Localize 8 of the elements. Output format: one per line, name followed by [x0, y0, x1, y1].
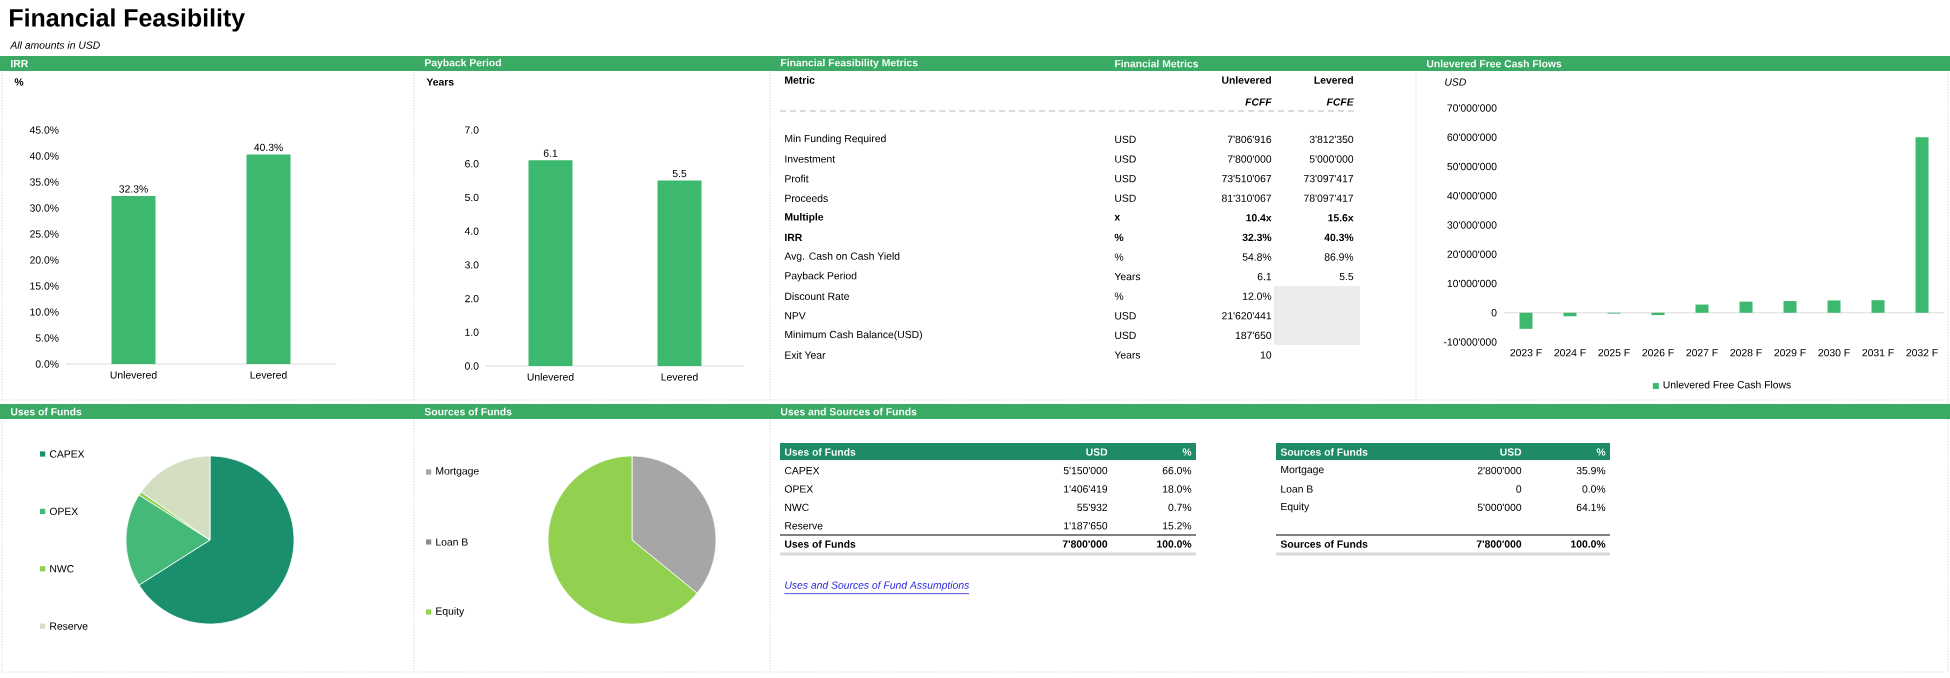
bar [1915, 137, 1929, 313]
bar [1783, 301, 1797, 313]
text: Financial Feasibility [10, 8, 245, 32]
bar [1739, 301, 1753, 313]
bar [1695, 304, 1709, 313]
bar [1519, 312, 1533, 329]
bar [1827, 300, 1841, 313]
bar [1871, 300, 1885, 313]
